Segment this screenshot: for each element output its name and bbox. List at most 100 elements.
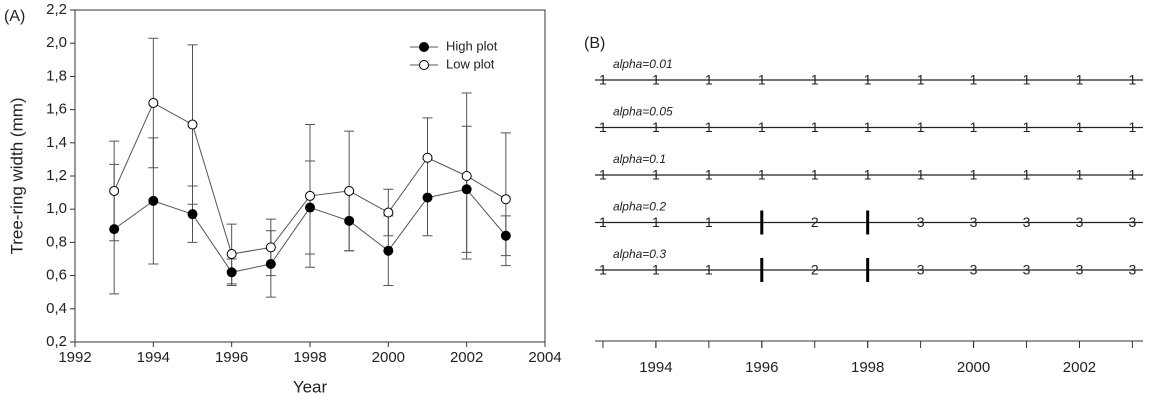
regime-label: 1	[1129, 119, 1137, 135]
regime-label: 1	[1129, 72, 1137, 88]
marker	[265, 258, 276, 269]
marker	[422, 152, 433, 163]
regime-label: 1	[652, 167, 660, 183]
regime-label: 3	[1023, 262, 1031, 278]
regime-label: 1	[758, 72, 766, 88]
regime-label: 1	[652, 119, 660, 135]
x-tick-label: 1994	[639, 359, 672, 376]
marker	[148, 97, 159, 108]
marker	[500, 230, 511, 241]
regime-label: 1	[705, 72, 713, 88]
marker	[187, 119, 198, 130]
regime-label: 1	[970, 167, 978, 183]
regime-label: 1	[864, 167, 872, 183]
regime-label: 1	[864, 72, 872, 88]
y-tick-label: 1,8	[46, 67, 67, 84]
regime-label: 1	[917, 72, 925, 88]
regime-label: 1	[705, 119, 713, 135]
x-tick-label: 2002	[450, 349, 483, 366]
regime-label: 1	[599, 72, 607, 88]
regime-label: 1	[705, 167, 713, 183]
regime-label: 1	[1076, 119, 1084, 135]
panel-label: (A)	[4, 8, 25, 25]
marker	[226, 267, 237, 278]
regime-label: 1	[758, 119, 766, 135]
regime-label: 1	[599, 119, 607, 135]
y-tick-label: 1,6	[46, 101, 67, 118]
y-tick-label: 1,0	[46, 200, 67, 217]
row-title: alpha=0.1	[613, 152, 666, 166]
y-tick-label: 1,2	[46, 167, 67, 184]
y-tick-label: 0,4	[46, 300, 67, 317]
marker	[500, 194, 511, 205]
x-tick-label: 2000	[957, 359, 990, 376]
regime-label: 1	[864, 119, 872, 135]
regime-label: 3	[970, 262, 978, 278]
x-tick-label: 1998	[851, 359, 884, 376]
regime-label: 1	[1076, 72, 1084, 88]
regime-label: 1	[652, 262, 660, 278]
y-tick-label: 0,6	[46, 267, 67, 284]
legend-marker	[419, 42, 429, 52]
regime-label: 1	[1023, 167, 1031, 183]
regime-label: 1	[705, 214, 713, 230]
x-tick-label: 1992	[58, 349, 91, 366]
regime-label: 1	[652, 72, 660, 88]
y-tick-label: 2,0	[46, 34, 67, 51]
regime-label: 1	[1023, 119, 1031, 135]
row-title: alpha=0.05	[613, 105, 673, 119]
marker	[265, 242, 276, 253]
regime-label: 1	[705, 262, 713, 278]
regime-label: 1	[970, 72, 978, 88]
marker	[226, 249, 237, 260]
regime-label: 3	[1023, 214, 1031, 230]
x-axis-title: Year	[293, 377, 328, 396]
y-tick-label: 1,4	[46, 134, 67, 151]
x-tick-label: 1996	[215, 349, 248, 366]
regime-label: 3	[917, 262, 925, 278]
row-title: alpha=0.01	[613, 57, 673, 71]
marker	[109, 185, 120, 196]
regime-label: 1	[917, 119, 925, 135]
regime-label: 1	[758, 167, 766, 183]
x-tick-label: 2002	[1063, 359, 1096, 376]
marker	[187, 209, 198, 220]
regime-label: 1	[917, 167, 925, 183]
x-tick-label: 1994	[137, 349, 170, 366]
marker	[109, 224, 120, 235]
regime-label: 1	[811, 119, 819, 135]
x-tick-label: 1996	[745, 359, 778, 376]
marker	[383, 207, 394, 218]
regime-label: 1	[970, 119, 978, 135]
regime-label: 1	[599, 262, 607, 278]
row-title: alpha=0.2	[613, 200, 666, 214]
legend-label: High plot	[446, 38, 498, 53]
marker	[305, 190, 315, 201]
regime-label: 1	[1076, 167, 1084, 183]
y-tick-label: 0,2	[46, 333, 67, 350]
regime-label: 2	[811, 262, 819, 278]
marker	[344, 215, 355, 226]
regime-label: 3	[917, 214, 925, 230]
row-title: alpha=0.3	[613, 247, 666, 261]
panel-label: (B)	[584, 35, 605, 52]
regime-label: 1	[1129, 167, 1137, 183]
y-axis-title: Tree-ring width (mm)	[7, 97, 26, 254]
regime-label: 3	[970, 214, 978, 230]
x-tick-label: 2000	[372, 349, 405, 366]
marker	[148, 195, 159, 206]
regime-label: 1	[599, 214, 607, 230]
regime-label: 3	[1076, 214, 1084, 230]
marker	[461, 184, 472, 195]
regime-label: 3	[1129, 214, 1137, 230]
legend-label: Low plot	[446, 56, 495, 71]
regime-label: 1	[811, 72, 819, 88]
regime-label: 3	[1076, 262, 1084, 278]
marker	[461, 171, 472, 181]
regime-label: 1	[652, 214, 660, 230]
x-tick-label: 2004	[528, 349, 561, 366]
y-tick-label: 2,2	[46, 1, 67, 18]
regime-label: 1	[1023, 72, 1031, 88]
